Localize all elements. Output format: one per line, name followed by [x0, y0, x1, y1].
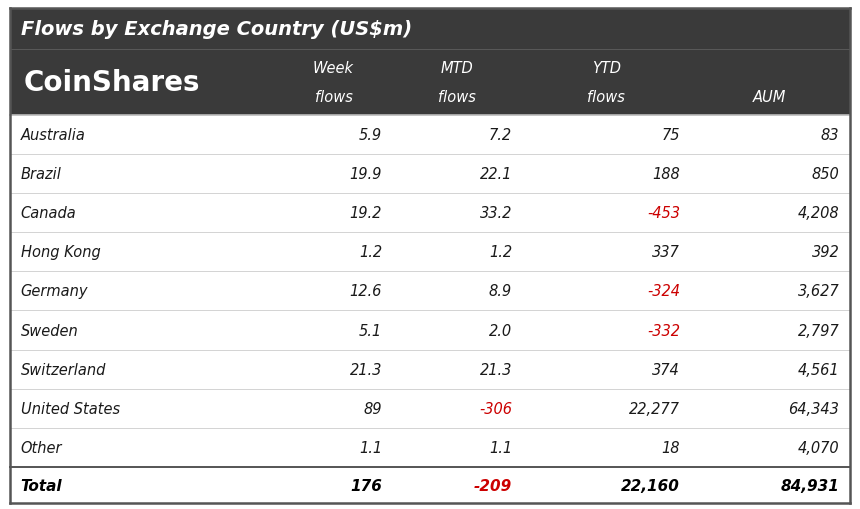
Text: YTD: YTD: [592, 61, 621, 75]
Text: flows: flows: [439, 90, 476, 104]
Text: 5.1: 5.1: [359, 323, 382, 338]
Text: 3,627: 3,627: [798, 284, 839, 299]
Text: 1.2: 1.2: [359, 245, 382, 260]
Text: 19.2: 19.2: [349, 206, 382, 220]
Text: 2,797: 2,797: [798, 323, 839, 338]
Text: 8.9: 8.9: [488, 284, 512, 299]
Text: 84,931: 84,931: [781, 477, 839, 493]
Text: Canada: Canada: [21, 206, 77, 220]
Text: Brazil: Brazil: [21, 166, 62, 182]
Text: 75: 75: [661, 127, 680, 143]
Text: 188: 188: [652, 166, 680, 182]
Text: 2.0: 2.0: [488, 323, 512, 338]
Text: 1.1: 1.1: [359, 440, 382, 455]
Text: 19.9: 19.9: [349, 166, 382, 182]
Text: AUM: AUM: [753, 90, 787, 104]
Text: United States: United States: [21, 401, 120, 416]
Text: Other: Other: [21, 440, 62, 455]
Bar: [10, 116, 850, 503]
Text: 392: 392: [812, 245, 839, 260]
Text: Week: Week: [313, 61, 354, 75]
Text: -332: -332: [647, 323, 680, 338]
Text: -453: -453: [647, 206, 680, 220]
Text: -209: -209: [474, 477, 512, 493]
Text: 64,343: 64,343: [789, 401, 839, 416]
Text: 21.3: 21.3: [480, 362, 512, 377]
Text: -324: -324: [647, 284, 680, 299]
Text: 1.2: 1.2: [488, 245, 512, 260]
Text: 22,160: 22,160: [621, 477, 680, 493]
Text: 33.2: 33.2: [480, 206, 512, 220]
Text: 83: 83: [820, 127, 839, 143]
Text: 22,277: 22,277: [629, 401, 680, 416]
Text: 5.9: 5.9: [359, 127, 382, 143]
Text: flows: flows: [587, 90, 625, 104]
Text: Germany: Germany: [21, 284, 88, 299]
Text: 4,070: 4,070: [798, 440, 839, 455]
Text: Total: Total: [21, 477, 62, 493]
Text: 89: 89: [364, 401, 382, 416]
Text: Australia: Australia: [21, 127, 85, 143]
Text: 18: 18: [661, 440, 680, 455]
Text: -306: -306: [479, 401, 512, 416]
Text: 12.6: 12.6: [349, 284, 382, 299]
Bar: [10, 9, 850, 116]
Text: CoinShares: CoinShares: [23, 68, 200, 96]
Text: flows: flows: [315, 90, 353, 104]
Text: 22.1: 22.1: [480, 166, 512, 182]
Text: 1.1: 1.1: [488, 440, 512, 455]
Text: 337: 337: [652, 245, 680, 260]
Text: 4,561: 4,561: [798, 362, 839, 377]
Text: Sweden: Sweden: [21, 323, 78, 338]
Text: 374: 374: [652, 362, 680, 377]
Text: 850: 850: [812, 166, 839, 182]
Text: Switzerland: Switzerland: [21, 362, 106, 377]
Text: Hong Kong: Hong Kong: [21, 245, 101, 260]
Text: MTD: MTD: [441, 61, 474, 75]
Text: 21.3: 21.3: [349, 362, 382, 377]
Text: Flows by Exchange Country (US$m): Flows by Exchange Country (US$m): [21, 20, 412, 39]
Text: 7.2: 7.2: [488, 127, 512, 143]
Text: 4,208: 4,208: [798, 206, 839, 220]
Text: 176: 176: [350, 477, 382, 493]
